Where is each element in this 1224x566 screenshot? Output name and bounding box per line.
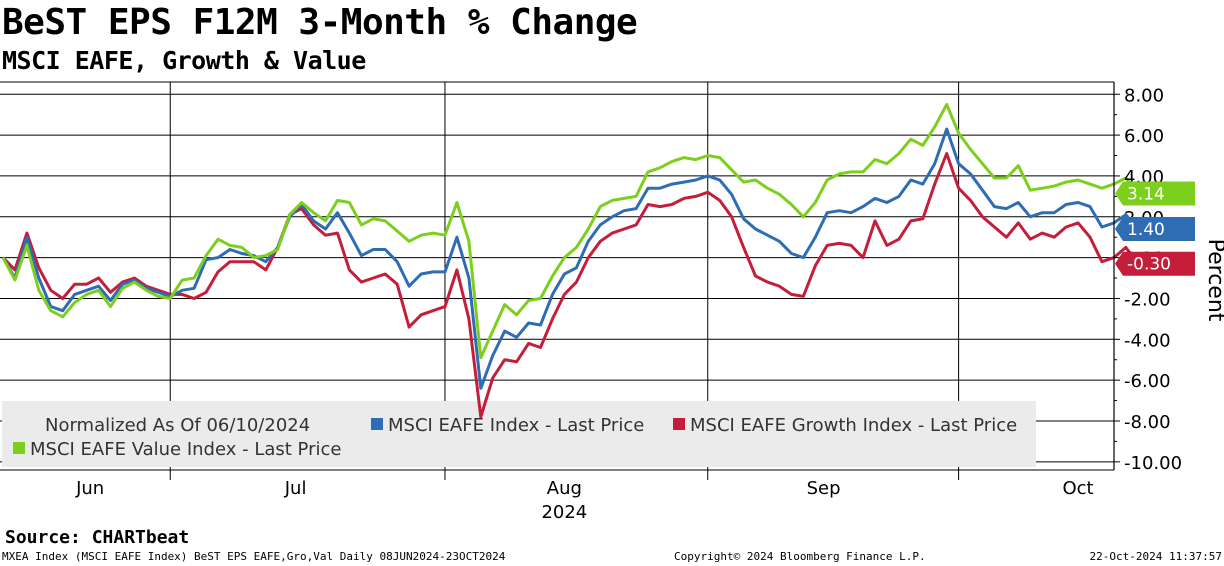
y-tick-label: -2.00 bbox=[1124, 289, 1171, 310]
y-tick-label: -8.00 bbox=[1124, 412, 1171, 433]
legend-swatch-value bbox=[13, 442, 25, 454]
legend-note: Normalized As Of 06/10/2024 bbox=[45, 415, 310, 436]
last-value-badge-index: 1.40 bbox=[1115, 217, 1195, 242]
footer-timestamp: 22-Oct-2024 11:37:57 bbox=[1089, 550, 1222, 563]
x-month-label: Aug bbox=[547, 478, 582, 499]
y-tick-label: -4.00 bbox=[1124, 330, 1171, 351]
legend-swatch-growth bbox=[673, 418, 685, 430]
legend-background bbox=[2, 401, 1036, 467]
chart-title: BeST EPS F12M 3-Month % Change bbox=[2, 2, 638, 43]
badge-shape bbox=[1115, 251, 1195, 276]
x-month-label: Sep bbox=[807, 478, 841, 499]
x-month-label: Oct bbox=[1062, 478, 1093, 499]
series-line-growth bbox=[1, 152, 1140, 419]
y-tick-label: -6.00 bbox=[1124, 371, 1171, 392]
chart-subtitle: MSCI EAFE, Growth & Value bbox=[2, 46, 366, 75]
last-value-badge-growth: -0.30 bbox=[1115, 251, 1195, 276]
legend-label-value: MSCI EAFE Value Index - Last Price bbox=[30, 439, 341, 460]
chart-area: Normalized As Of 06/10/2024 MSCI EAFE In… bbox=[0, 81, 1224, 520]
x-month-label: Jun bbox=[75, 478, 104, 499]
series-line-index bbox=[1, 127, 1139, 390]
y-axis-label: Percent bbox=[1203, 239, 1224, 322]
legend: Normalized As Of 06/10/2024 MSCI EAFE In… bbox=[2, 401, 1036, 467]
legend-label-growth: MSCI EAFE Growth Index - Last Price bbox=[690, 415, 1017, 436]
source-note: Source: CHARTbeat bbox=[5, 527, 190, 548]
badge-shape bbox=[1115, 217, 1195, 242]
x-month-label: Jul bbox=[284, 478, 307, 499]
footer-ticker-info: MXEA Index (MSCI EAFE Index) BeST EPS EA… bbox=[2, 550, 506, 563]
y-tick-label: 6.00 bbox=[1124, 126, 1164, 147]
y-tick-label: 8.00 bbox=[1124, 85, 1164, 106]
series-lines bbox=[1, 103, 1140, 419]
legend-label-index: MSCI EAFE Index - Last Price bbox=[388, 415, 644, 436]
last-value-badges: 1.40 -0.30 3.14 bbox=[1115, 181, 1195, 276]
x-year-label: 2024 bbox=[541, 502, 587, 520]
series-line-value bbox=[1, 103, 1139, 360]
badge-value: 1.40 bbox=[1127, 220, 1165, 240]
badge-shape bbox=[1115, 181, 1195, 206]
y-tick-label: -10.00 bbox=[1124, 453, 1182, 474]
legend-swatch-index bbox=[371, 418, 383, 430]
footer-copyright: Copyright© 2024 Bloomberg Finance L.P. bbox=[674, 550, 926, 563]
badge-value: 3.14 bbox=[1127, 184, 1165, 204]
badge-value: -0.30 bbox=[1127, 255, 1171, 275]
last-value-badge-value: 3.14 bbox=[1115, 181, 1195, 206]
